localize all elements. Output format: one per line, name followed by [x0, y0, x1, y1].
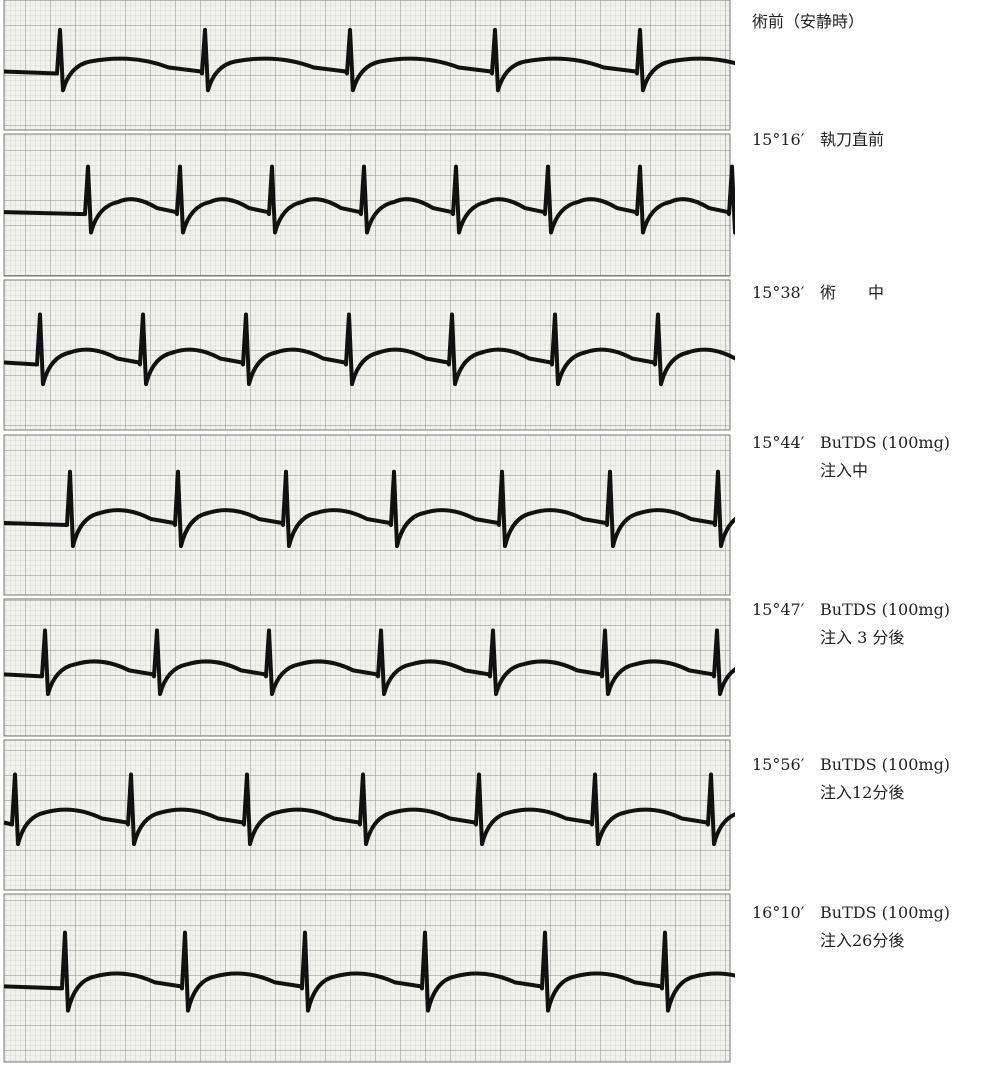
strip-label: BuTDS (100mg) [820, 598, 950, 622]
strip-label: 術 中 [820, 281, 884, 305]
ecg-grid [4, 435, 730, 595]
strip-time: 15°44′ [752, 431, 818, 455]
strip-label: 注入 3 分後 [820, 626, 904, 650]
strip-label: 注入中 [820, 459, 868, 483]
ecg-strips [0, 0, 735, 1068]
strip-label: 注入12分後 [820, 781, 904, 805]
strip-time: 15°47′ [752, 598, 818, 622]
strip-time: 15°16′ [752, 128, 818, 152]
strip-label: 執刀直前 [820, 128, 884, 152]
strip-time: 15°38′ [752, 281, 818, 305]
page: 術前（安静時）15°16′執刀直前15°38′術 中15°44′BuTDS (1… [0, 0, 990, 1068]
ecg-grid [4, 599, 730, 736]
strip-label: BuTDS (100mg) [820, 753, 950, 777]
strip-time: 16°10′ [752, 901, 818, 925]
strip-label: 術前（安静時） [752, 10, 864, 34]
strip-time: 15°56′ [752, 753, 818, 777]
strip-label: BuTDS (100mg) [820, 431, 950, 455]
strip-label: BuTDS (100mg) [820, 901, 950, 925]
strip-label: 注入26分後 [820, 929, 904, 953]
